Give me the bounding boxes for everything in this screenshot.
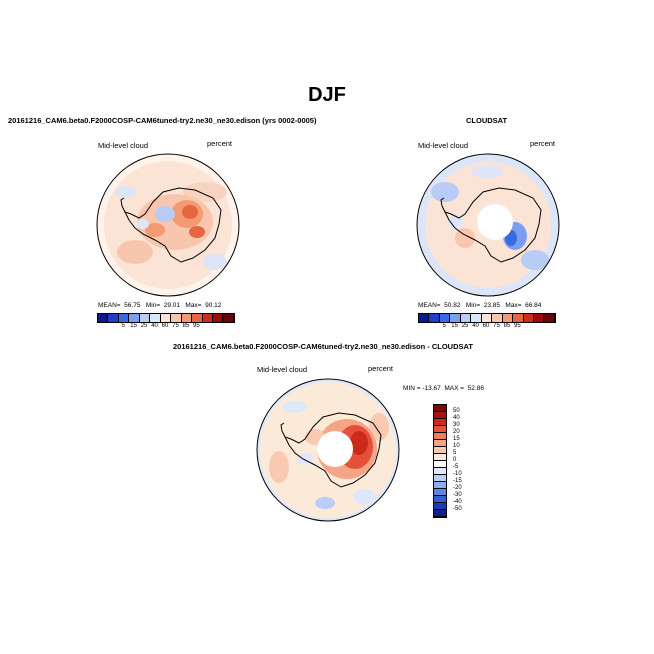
colorbar-tick-label: 5 <box>121 323 125 329</box>
model-polar-map <box>96 153 240 297</box>
colorbar-swatch <box>434 405 446 412</box>
colorbar-swatch <box>434 510 446 517</box>
model-stats: MEAN= 56.75 Min= 29.01 Max= 90.12 <box>98 302 222 309</box>
colorbar-tick-label: 85 <box>503 323 511 329</box>
colorbar-swatch <box>434 447 446 454</box>
colorbar-swatch <box>434 503 446 510</box>
colorbar-swatch <box>181 314 193 322</box>
diff-panel-title: 20161216_CAM6.beta0.F2000COSP-CAM6tuned-… <box>173 342 473 351</box>
diff-units-label: percent <box>368 364 394 373</box>
colorbar-swatch <box>434 468 446 475</box>
colorbar-tick-label: 40 <box>472 323 479 329</box>
colorbar-swatch <box>171 314 182 322</box>
colorbar-tick-label: -20 <box>453 485 462 491</box>
colorbar-tick-label: 60 <box>482 323 490 329</box>
obs-panel-title: CLOUDSAT <box>466 116 508 125</box>
colorbar-swatch <box>434 419 446 426</box>
colorbar-swatch <box>481 314 493 322</box>
colorbar-swatch <box>434 475 446 482</box>
colorbar-tick-label: -30 <box>453 492 462 498</box>
model-variable-label: Mid-level cloud <box>98 141 149 150</box>
colorbar-swatch <box>544 314 555 322</box>
colorbar-tick-label: 25 <box>140 323 148 329</box>
colorbar-swatch <box>160 314 172 322</box>
colorbar-swatch <box>118 314 130 322</box>
colorbar-swatch <box>450 314 461 322</box>
model-colorbar <box>97 313 235 323</box>
colorbar-swatch <box>533 314 545 322</box>
colorbar-tick-label: 0 <box>453 457 457 463</box>
colorbar-tick-label: -10 <box>453 471 462 477</box>
colorbar-swatch <box>460 314 472 322</box>
colorbar-tick-label: 40 <box>151 323 158 329</box>
obs-units-label: percent <box>530 139 556 148</box>
colorbar-tick-label: 50 <box>453 408 460 414</box>
diff-colorbar <box>433 404 447 518</box>
colorbar-swatch <box>434 454 446 461</box>
colorbar-tick-label: 60 <box>161 323 169 329</box>
colorbar-swatch <box>98 314 109 322</box>
diff-polar-map <box>256 378 400 522</box>
colorbar-swatch <box>523 314 534 322</box>
colorbar-tick-label: -40 <box>453 499 462 505</box>
colorbar-swatch <box>434 496 446 503</box>
colorbar-tick-label: 25 <box>461 323 469 329</box>
colorbar-swatch <box>150 314 161 322</box>
colorbar-tick-label: 20 <box>453 429 460 435</box>
colorbar-swatch <box>434 412 446 419</box>
colorbar-tick-label: 40 <box>453 415 460 421</box>
colorbar-tick-label: 5 <box>453 450 457 456</box>
colorbar-tick-label: -5 <box>453 464 459 470</box>
colorbar-swatch <box>439 314 451 322</box>
page-title: DJF <box>308 84 346 106</box>
colorbar-swatch <box>139 314 151 322</box>
colorbar-swatch <box>502 314 514 322</box>
model-colorbar-labels: 5 15 25 40 60 75 85 95 <box>97 323 233 331</box>
obs-colorbar-labels: 5 15 25 40 60 75 85 95 <box>418 323 554 331</box>
colorbar-swatch <box>471 314 482 322</box>
model-panel-title: 20161216_CAM6.beta0.F2000COSP-CAM6tuned-… <box>8 116 317 125</box>
colorbar-tick-label: 95 <box>514 323 521 329</box>
colorbar-tick-label: 15 <box>451 323 458 329</box>
colorbar-swatch <box>223 314 234 322</box>
colorbar-swatch <box>202 314 213 322</box>
colorbar-swatch <box>212 314 224 322</box>
colorbar-swatch <box>434 461 446 468</box>
colorbar-tick-label: -50 <box>453 506 462 512</box>
colorbar-swatch <box>129 314 140 322</box>
colorbar-tick-label: 30 <box>453 422 460 428</box>
colorbar-swatch <box>434 426 446 433</box>
obs-variable-label: Mid-level cloud <box>418 141 469 150</box>
colorbar-tick-label: 95 <box>193 323 200 329</box>
colorbar-tick-label: 10 <box>453 443 460 449</box>
colorbar-swatch <box>434 482 446 489</box>
colorbar-swatch <box>419 314 430 322</box>
model-units-label: percent <box>207 139 233 148</box>
colorbar-tick-label: 5 <box>442 323 446 329</box>
colorbar-swatch <box>429 314 440 322</box>
colorbar-swatch <box>192 314 203 322</box>
diff-variable-label: Mid-level cloud <box>257 365 308 374</box>
obs-colorbar <box>418 313 556 323</box>
colorbar-swatch <box>492 314 503 322</box>
colorbar-tick-label: 15 <box>453 436 460 442</box>
obs-stats: MEAN= 50.82 Min= 23.85 Max= 66.84 <box>418 302 542 309</box>
colorbar-swatch <box>108 314 119 322</box>
colorbar-swatch <box>434 433 446 440</box>
colorbar-tick-label: -15 <box>453 478 462 484</box>
colorbar-swatch <box>434 440 446 447</box>
diff-colorbar-labels: 50 40 30 20 15 10 5 0 -5 -10 -15 -20 -30 -40 -50 <box>453 404 473 516</box>
colorbar-swatch <box>434 489 446 496</box>
obs-polar-map <box>416 153 560 297</box>
colorbar-tick-label: 75 <box>172 323 179 329</box>
colorbar-tick-label: 85 <box>182 323 190 329</box>
colorbar-swatch <box>513 314 524 322</box>
colorbar-tick-label: 75 <box>493 323 500 329</box>
diff-stats: MIN = -13.67 MAX = 52.86 <box>403 385 484 392</box>
colorbar-tick-label: 15 <box>130 323 137 329</box>
